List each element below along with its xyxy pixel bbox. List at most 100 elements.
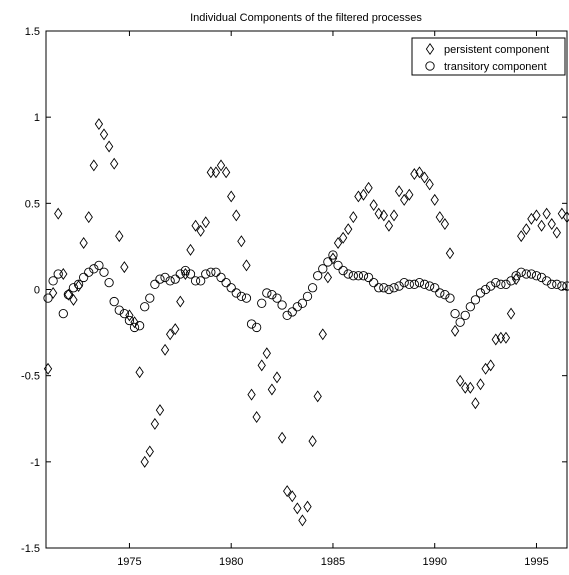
persistent-point (532, 209, 541, 222)
transitory-point (435, 288, 445, 298)
transitory-point (114, 305, 124, 315)
axis-ticks: 1975 1980 1985 1990 1995 -1.5 -1 -0.5 0 0.5 1 1.5 (21, 26, 567, 568)
x-tick-label: 1990 (422, 556, 446, 568)
persistent-point (303, 500, 312, 513)
transitory-point (358, 271, 369, 281)
persistent-point (252, 411, 261, 424)
transitory-point (506, 276, 516, 286)
persistent-point (181, 267, 190, 280)
persistent-point (450, 324, 460, 337)
transitory-point (216, 272, 226, 283)
transitory-point (94, 260, 104, 271)
persistent-point (191, 219, 200, 232)
persistent-point (318, 328, 327, 341)
transitory-point (84, 267, 94, 277)
persistent-point (54, 207, 63, 220)
transitory-point (73, 279, 84, 289)
persistent-point (150, 417, 160, 430)
transitory-point (160, 272, 170, 283)
transitory-point (226, 283, 236, 293)
transitory-point (109, 296, 119, 307)
persistent-point (140, 455, 149, 468)
persistent-point (394, 185, 404, 198)
persistent-point (89, 159, 98, 172)
persistent-point (221, 166, 231, 179)
transitory-point (536, 272, 547, 283)
transitory-point (353, 271, 364, 281)
persistent-point (196, 224, 205, 237)
persistent-point (115, 230, 124, 243)
transitory-point (445, 293, 455, 303)
transitory-point (511, 271, 521, 281)
persistent-point (445, 247, 455, 260)
persistent-point (262, 347, 271, 360)
transitory-point (521, 269, 531, 279)
transitory-point (170, 274, 180, 284)
legend-box (411, 37, 566, 76)
persistent-point (374, 207, 383, 220)
transitory-point (455, 317, 465, 327)
transitory-point (541, 276, 552, 286)
y-tick-label: 0 (34, 285, 40, 297)
transitory-point (165, 276, 175, 286)
transitory-point (190, 276, 201, 286)
persistent-point (476, 378, 485, 391)
transitory-point (99, 267, 109, 277)
transitory-point (43, 293, 53, 303)
persistent-point (517, 230, 526, 243)
persistent-component-series (43, 118, 569, 527)
persistent-point (298, 514, 307, 527)
transitory-point (124, 315, 135, 326)
transitory-point (399, 277, 409, 288)
persistent-point (466, 381, 475, 394)
persistent-point (247, 388, 256, 401)
transitory-point (150, 279, 160, 289)
persistent-point (379, 209, 388, 222)
transitory-point (104, 277, 114, 288)
persistent-point (313, 390, 322, 403)
transitory-point (251, 322, 262, 333)
persistent-point (201, 216, 210, 229)
persistent-point (389, 209, 399, 222)
transitory-point (450, 308, 460, 319)
legend-label-transitory: transitory component (444, 61, 547, 73)
legend: persistent component transitory componen… (411, 37, 566, 76)
transitory-point (526, 269, 537, 279)
transitory-point (145, 293, 155, 303)
transitory-point (552, 279, 562, 289)
persistent-point (420, 171, 429, 184)
persistent-point (405, 188, 414, 201)
transitory-point (89, 264, 99, 274)
persistent-point (145, 445, 154, 458)
legend-circle-marker (425, 61, 435, 71)
persistent-point (323, 271, 333, 284)
persistent-point (216, 159, 226, 172)
persistent-point (562, 211, 569, 224)
transitory-component-series (43, 250, 569, 333)
persistent-point (328, 252, 338, 265)
persistent-point (349, 211, 358, 224)
transitory-point (491, 277, 501, 288)
persistent-point (171, 323, 180, 336)
persistent-point (130, 316, 139, 329)
persistent-point (277, 431, 287, 444)
transitory-point (328, 250, 338, 260)
persistent-point (354, 190, 363, 203)
transitory-point (53, 269, 63, 279)
x-tick-label: 1980 (219, 556, 243, 568)
persistent-point (237, 235, 246, 248)
transitory-point (267, 290, 277, 300)
transitory-point (363, 272, 374, 283)
persistent-point (257, 359, 266, 372)
persistent-point (211, 166, 221, 179)
transitory-point (272, 293, 282, 303)
persistent-point (344, 223, 353, 236)
persistent-point (308, 435, 317, 448)
transitory-point (394, 281, 404, 291)
legend-circle (425, 61, 435, 71)
transitory-point (211, 267, 221, 277)
transitory-point (379, 283, 389, 293)
persistent-point (364, 181, 373, 194)
transitory-point (557, 281, 567, 291)
persistent-point (430, 193, 439, 206)
